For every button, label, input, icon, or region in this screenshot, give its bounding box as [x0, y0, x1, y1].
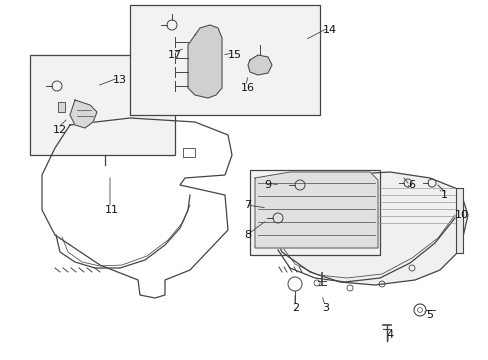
Text: 15: 15 [227, 50, 242, 60]
Polygon shape [271, 172, 467, 285]
Bar [58, 102, 65, 112]
Bar [30, 55, 175, 155]
Polygon shape [187, 25, 222, 98]
Text: 11: 11 [105, 205, 119, 215]
Bar [183, 148, 195, 157]
Text: 8: 8 [244, 230, 251, 240]
Text: 13: 13 [113, 75, 127, 85]
Text: 17: 17 [167, 50, 182, 60]
Text: 5: 5 [426, 310, 433, 320]
Text: 14: 14 [322, 25, 336, 35]
Bar [455, 188, 462, 253]
Text: 2: 2 [292, 303, 299, 313]
Polygon shape [70, 100, 97, 128]
Text: 6: 6 [407, 180, 415, 190]
Text: 16: 16 [241, 83, 254, 93]
Bar [249, 170, 379, 255]
Polygon shape [247, 55, 271, 75]
Text: 3: 3 [322, 303, 329, 313]
Bar [130, 5, 319, 115]
Text: 12: 12 [53, 125, 67, 135]
Text: 1: 1 [440, 190, 447, 200]
Text: 7: 7 [244, 200, 251, 210]
Polygon shape [254, 172, 377, 248]
Text: 10: 10 [454, 210, 468, 220]
Text: 4: 4 [386, 330, 393, 340]
Text: 9: 9 [264, 180, 271, 190]
